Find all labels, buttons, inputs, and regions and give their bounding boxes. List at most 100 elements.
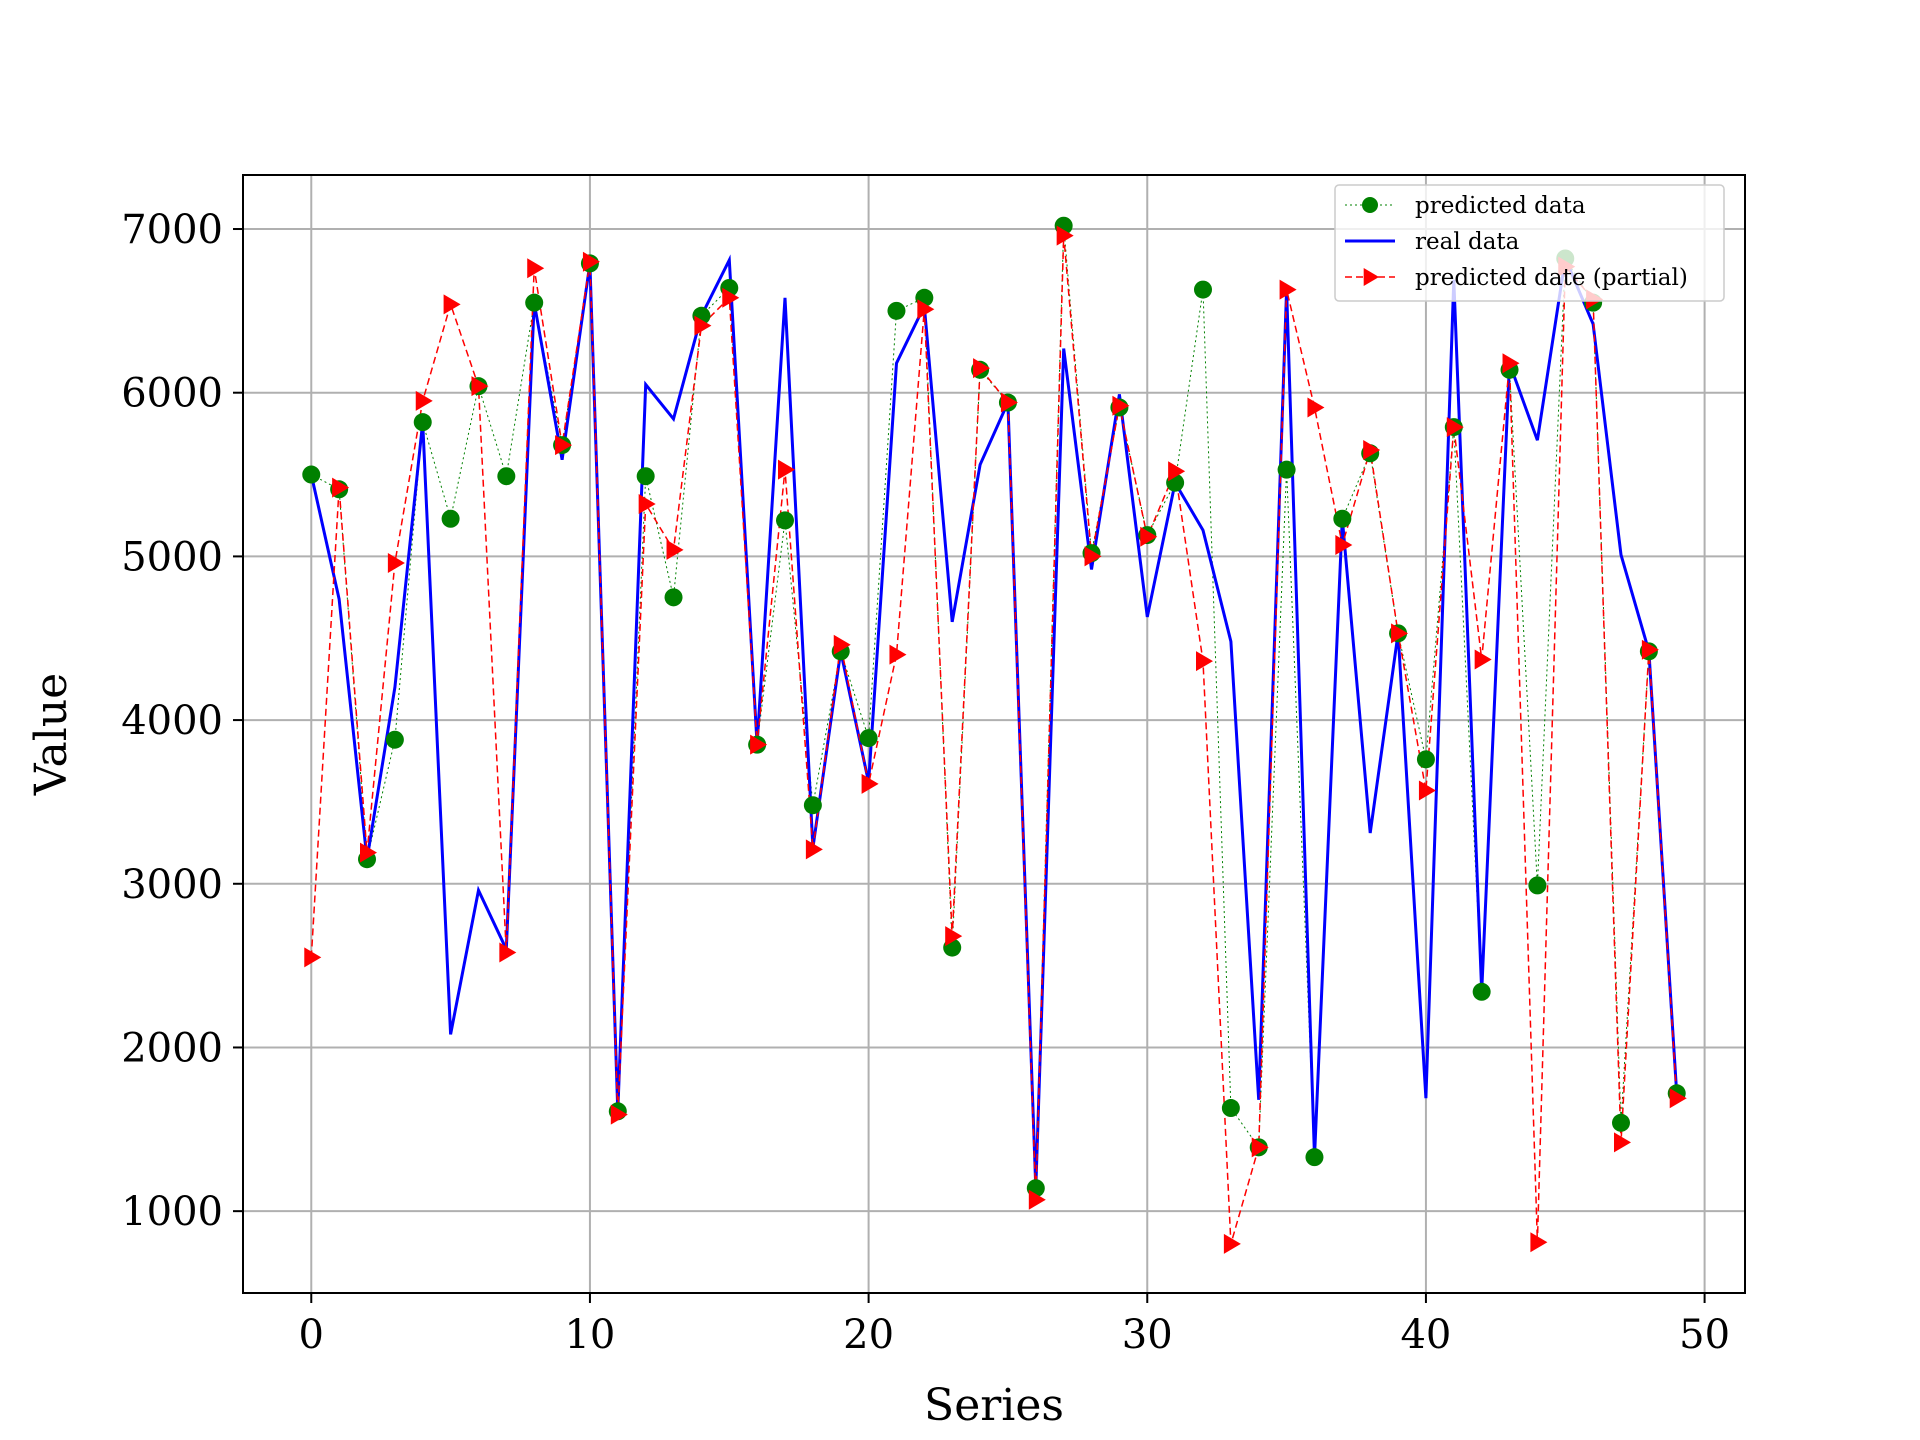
partial-prediction-point: [889, 644, 907, 665]
legend-label: predicted data: [1415, 193, 1586, 219]
partial-prediction-point: [1251, 1137, 1269, 1158]
predicted-data-line: [311, 225, 1678, 1189]
partial-prediction-point: [360, 842, 378, 863]
partial-prediction-point: [415, 390, 433, 411]
partial-prediction-point: [1112, 395, 1130, 416]
x-tick-label: 30: [1122, 1312, 1173, 1358]
partial-prediction-point: [1195, 651, 1213, 672]
partial-prediction-point: [1335, 534, 1353, 555]
y-tick-label: 5000: [121, 534, 223, 580]
x-axis-label: Series: [924, 1380, 1064, 1431]
legend: predicted data real data predicted date (p…: [1334, 184, 1725, 302]
predicted-data-point: [887, 301, 906, 320]
partial-prediction-point: [499, 942, 517, 963]
predicted-data-point: [413, 413, 432, 432]
partial-prediction-point: [471, 376, 489, 397]
predicted-data-point: [441, 509, 460, 528]
partial-prediction-point: [1168, 461, 1186, 482]
partial-prediction-point: [861, 773, 879, 794]
legend-partial-marker: [1363, 268, 1379, 286]
x-axis-ticks: 0 10 20 30 40 50: [299, 1293, 1730, 1358]
partial-prediction-point: [778, 459, 796, 480]
predicted-data-point: [776, 511, 795, 530]
predicted-data-point: [1528, 876, 1547, 895]
plot-frame: [242, 174, 1746, 1294]
predicted-data-point: [1221, 1099, 1240, 1118]
partial-prediction-point: [582, 251, 600, 272]
y-axis-ticks: 1000 2000 3000 4000 5000 6000 7000: [121, 207, 243, 1235]
predicted-data-point: [525, 293, 544, 312]
x-tick-label: 0: [299, 1312, 324, 1358]
partial-prediction-point: [666, 539, 684, 560]
partial-prediction-point: [304, 947, 322, 968]
partial-prediction-point: [1140, 526, 1158, 547]
partial-prediction-point: [694, 315, 712, 336]
partial-prediction-point: [1641, 639, 1659, 660]
partial-prediction-point: [555, 435, 573, 456]
partial-prediction-point: [945, 926, 963, 947]
y-axis-label: Value: [26, 673, 77, 796]
partial-prediction-point: [722, 287, 740, 308]
partial-prediction-point: [1530, 1232, 1548, 1253]
partial-prediction-point: [1446, 417, 1464, 438]
predicted-data-point: [1277, 460, 1296, 479]
real-data-line: [309, 253, 1679, 1189]
partial-prediction-point: [527, 258, 545, 279]
predicted-data-point: [1472, 982, 1491, 1001]
partial-prediction-point: [833, 634, 851, 655]
y-tick-label: 2000: [121, 1025, 223, 1071]
grid: [243, 175, 1745, 1293]
partial-prediction-point: [973, 358, 991, 379]
partial-prediction-point: [387, 552, 405, 573]
x-tick-label: 20: [843, 1312, 894, 1358]
partial-prediction-point: [610, 1104, 628, 1125]
partial-prediction-point: [917, 299, 935, 320]
partial-prediction-point: [1502, 353, 1520, 374]
partial-prediction-point: [1028, 1189, 1046, 1210]
partial-prediction-point: [750, 734, 768, 755]
partial-prediction-point: [1613, 1132, 1631, 1153]
predicted-data-point: [302, 465, 321, 484]
partial-prediction-point: [638, 494, 656, 515]
partial-prediction-point: [1056, 225, 1074, 246]
y-tick-label: 6000: [121, 371, 223, 417]
legend-label: real data: [1415, 229, 1520, 255]
partial-prediction-point: [1279, 279, 1297, 300]
partial-prediction-point: [805, 839, 823, 860]
x-tick-label: 10: [564, 1312, 615, 1358]
predicted-data-point: [1305, 1148, 1324, 1167]
partial-prediction-point: [332, 477, 350, 498]
y-tick-label: 3000: [121, 862, 223, 908]
predicted-data-point: [1611, 1113, 1630, 1132]
legend-box: [1334, 184, 1725, 302]
partial-prediction-point: [1418, 780, 1436, 801]
x-tick-label: 40: [1400, 1312, 1451, 1358]
predicted-data-point: [664, 588, 683, 607]
predicted-data-point: [497, 467, 516, 486]
predicted-data-point: [1193, 280, 1212, 299]
y-tick-label: 1000: [121, 1189, 223, 1235]
partial-prediction-point: [1474, 649, 1492, 670]
partial-prediction-point: [1223, 1233, 1241, 1254]
partial-prediction-point: [1000, 392, 1018, 413]
series-layer: [302, 216, 1687, 1254]
partial-prediction-point: [1363, 439, 1381, 460]
legend-label: predicted date (partial): [1415, 265, 1688, 291]
partial-prediction-point: [443, 294, 461, 315]
legend-predicted-marker: [1362, 197, 1378, 213]
predicted-data-point: [1333, 509, 1352, 528]
partial-prediction-point: [1669, 1088, 1687, 1109]
predicted-data-point: [385, 730, 404, 749]
predicted-data-point: [803, 796, 822, 815]
partial-prediction-point: [1307, 397, 1325, 418]
y-tick-label: 7000: [121, 207, 223, 253]
x-tick-label: 50: [1679, 1312, 1730, 1358]
y-tick-label: 4000: [121, 698, 223, 744]
partial-prediction-point: [1391, 623, 1409, 644]
partial-prediction-line: [310, 235, 1678, 1245]
partial-prediction-point: [1084, 546, 1102, 567]
predicted-data-point: [859, 729, 878, 748]
predicted-data-point: [1416, 750, 1435, 769]
predicted-data-point: [636, 467, 655, 486]
